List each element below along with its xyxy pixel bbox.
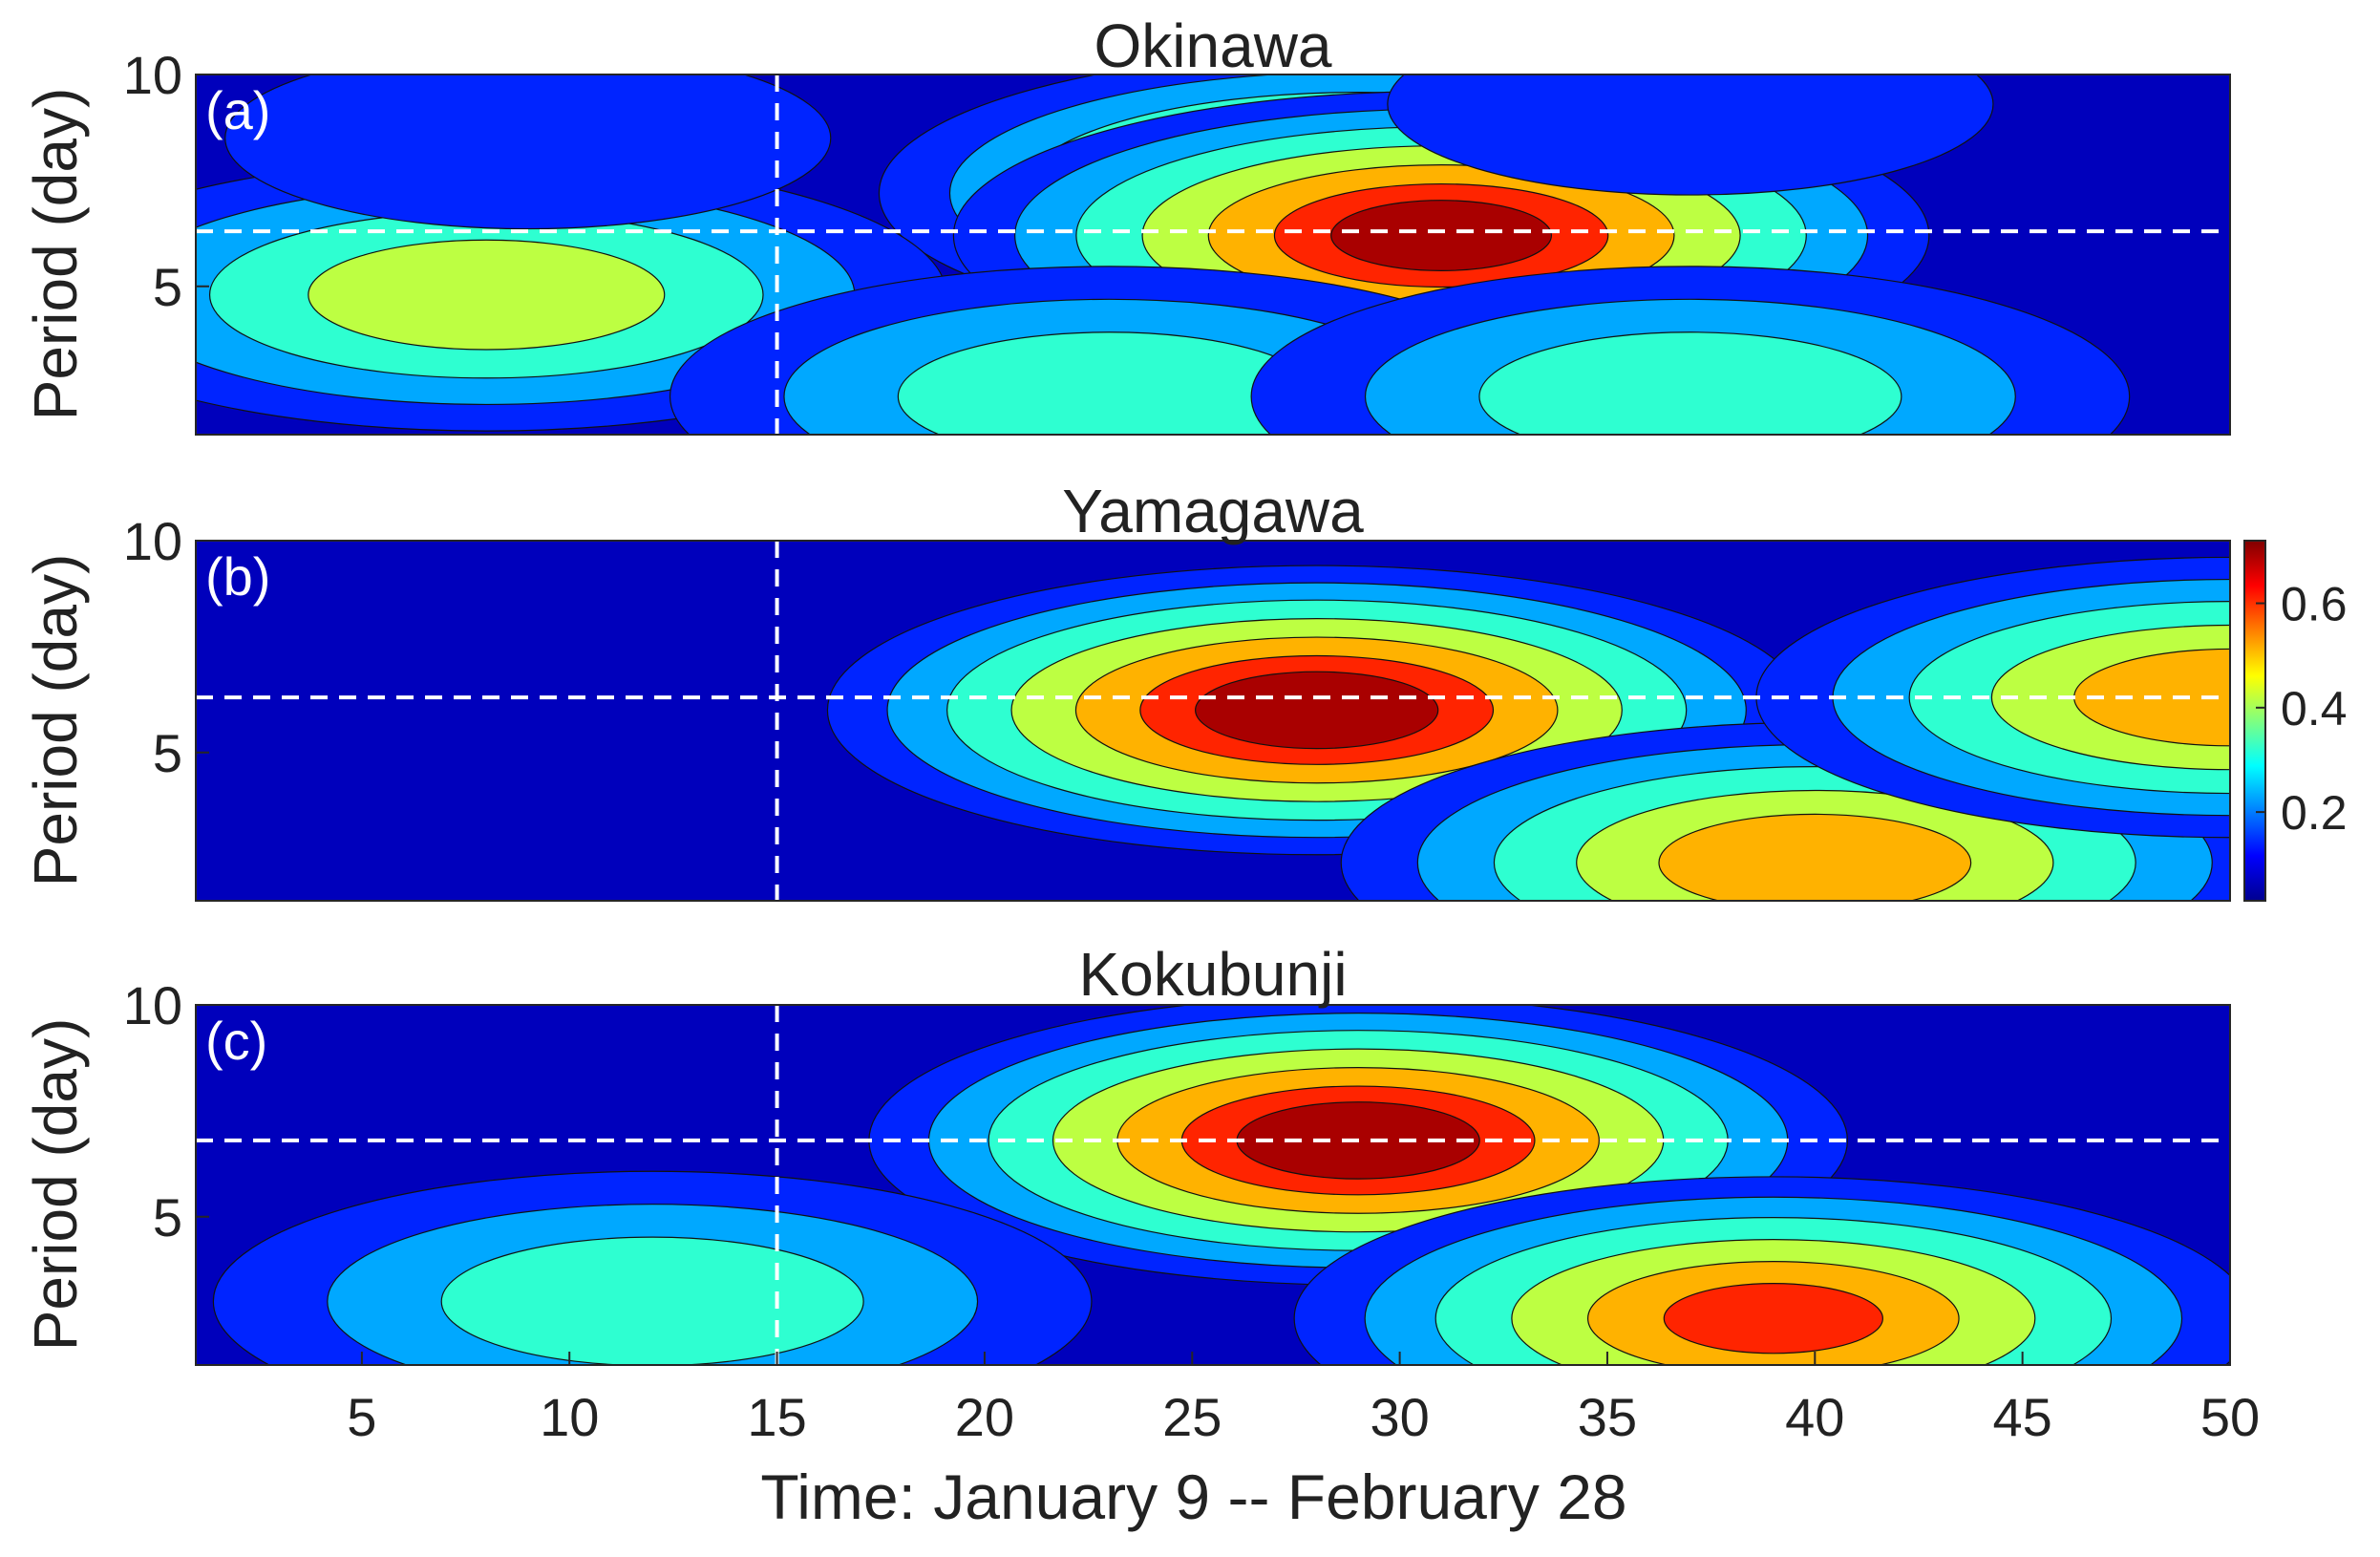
axes-frame-yamagawa — [195, 540, 2231, 902]
x-tick-label: 5 — [347, 1387, 376, 1447]
colorbar-ticks: 0.2 0.4 0.6 — [2256, 578, 2348, 840]
panel-label-a: (a) — [205, 80, 270, 140]
colorbar: 0.2 0.4 0.6 — [2243, 540, 2348, 902]
x-tick-label: 20 — [955, 1387, 1014, 1447]
y-ticks-yamagawa: 5 10 — [123, 511, 209, 783]
y-axis-label-kokubunji: Period (day) — [21, 1018, 90, 1352]
colorbar-gradient — [2243, 540, 2266, 902]
panel-label-c: (c) — [205, 1011, 267, 1071]
x-axis-label: Time: January 9 -- February 28 — [760, 1461, 1626, 1532]
axes-frame-kokubunji — [195, 1004, 2231, 1366]
panel-kokubunji: 5 10 5 10 15 20 25 30 35 40 45 50 Kokubunji (c) Pe… — [21, 940, 2260, 1532]
panel-title-kokubunji: Kokubunji — [1078, 940, 1347, 1009]
y-tick-label: 10 — [123, 975, 182, 1035]
colorbar-tick-label: 0.4 — [2281, 682, 2348, 736]
x-tick-label: 50 — [2200, 1387, 2260, 1447]
axes-frame-okinawa — [195, 74, 2231, 436]
x-tick-label: 45 — [1993, 1387, 2052, 1447]
contour-yamagawa-1-4 — [1658, 813, 1972, 901]
contour-yamagawa-0-6 — [1195, 671, 1439, 750]
contour-okinawa-4-2 — [1478, 331, 1902, 435]
contour-kokubunji-2-2 — [440, 1236, 864, 1365]
x-tick-label: 30 — [1370, 1387, 1429, 1447]
colorbar-tick-label: 0.6 — [2281, 578, 2348, 631]
contour-kokubunji-1-5 — [1663, 1282, 1883, 1354]
contour-okinawa-6-0 — [1387, 75, 1994, 196]
y-tick-label: 10 — [123, 511, 182, 571]
x-tick-label: 40 — [1785, 1387, 1844, 1447]
y-ticks-okinawa: 5 10 — [123, 45, 209, 317]
contour-okinawa-2-3 — [308, 239, 666, 351]
y-tick-label: 5 — [153, 1187, 182, 1248]
x-ticks: 5 10 15 20 25 30 35 40 45 50 — [347, 1352, 2260, 1447]
y-axis-label-yamagawa: Period (day) — [21, 554, 90, 887]
heatmap-okinawa — [196, 75, 2230, 435]
panel-label-b: (b) — [205, 546, 270, 607]
y-tick-label: 10 — [123, 45, 182, 105]
panel-title-okinawa: Okinawa — [1094, 11, 1332, 80]
heatmap-yamagawa — [196, 541, 2230, 901]
y-tick-label: 5 — [153, 723, 182, 783]
panel-title-yamagawa: Yamagawa — [1062, 477, 1364, 545]
x-tick-label: 10 — [540, 1387, 599, 1447]
heatmap-kokubunji — [196, 1005, 2230, 1365]
colorbar-tick-label: 0.2 — [2281, 786, 2348, 840]
panel-okinawa: 5 10 Okinawa (a) Period (day) — [21, 11, 2231, 436]
y-axis-label-okinawa: Period (day) — [21, 88, 90, 421]
x-tick-label: 35 — [1578, 1387, 1637, 1447]
contour-okinawa-5-0 — [224, 75, 832, 230]
x-tick-label: 25 — [1162, 1387, 1222, 1447]
y-ticks-kokubunji: 5 10 — [123, 975, 209, 1248]
panel-yamagawa: 5 10 Yamagawa (b) Period (day) — [21, 477, 2231, 902]
x-tick-label: 15 — [747, 1387, 806, 1447]
y-tick-label: 5 — [153, 257, 182, 317]
contour-okinawa-1-6 — [1330, 200, 1553, 271]
